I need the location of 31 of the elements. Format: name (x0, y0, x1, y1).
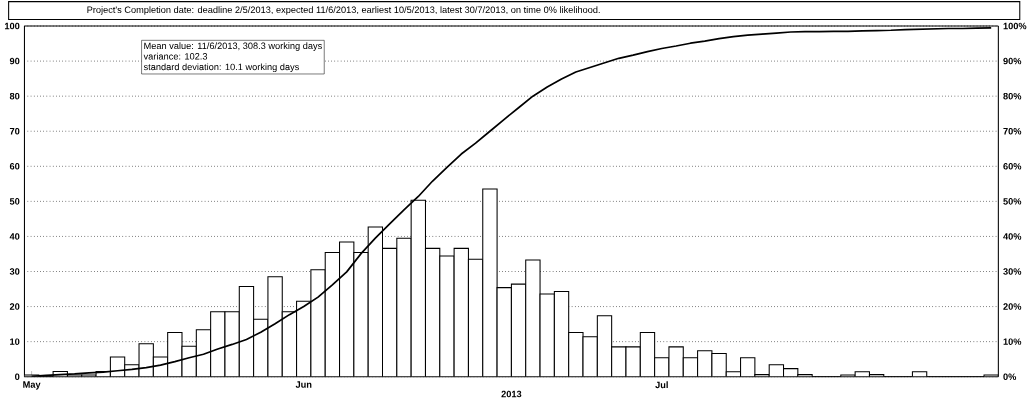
y-tick-label: 90 (9, 57, 20, 65)
y2-tick-label: 30% (1003, 268, 1022, 275)
y-tick-label: 40 (9, 233, 20, 240)
x-tick-label: May (23, 381, 41, 390)
y2-tick-label: 50% (1003, 197, 1022, 205)
y2-tick-label: 0% (1003, 373, 1017, 380)
annotation: Mean value: 11/6/2013, 308.3 working days (144, 42, 322, 51)
annotation: variance: 102.3 (143, 52, 208, 60)
y2-tick-label: 90% (1003, 57, 1022, 65)
y-tick-label: 100 (4, 22, 20, 30)
y-tick-label: 20 (9, 303, 20, 310)
chart-title: Project's Completion date: deadline 2/5/2013, expected 11/6/2013, earliest 10/5/2013, latest 30/7/2013, on time 0% likelihood. (87, 6, 600, 15)
bar (911, 371, 928, 377)
x-axis-title: 2013 (501, 390, 522, 398)
y2-tick-label: 60% (1003, 162, 1022, 170)
y-tick-label: 70 (9, 127, 20, 135)
annotation: standard deviation: 10.1 working days (143, 63, 299, 72)
x-tick-label: Jun (295, 381, 312, 388)
y-tick-label: 60 (9, 162, 20, 170)
y2-tick-label: 10% (1003, 338, 1022, 345)
x-tick-label: Jul (655, 381, 668, 388)
y-tick-label: 80 (9, 92, 20, 100)
y2-tick-label: 20% (1003, 303, 1022, 310)
y2-tick-label: 80% (1003, 92, 1022, 100)
y-tick-label: 50 (9, 197, 20, 205)
y-tick-label: 10 (10, 338, 20, 345)
y2-tick-label: 100% (1003, 22, 1027, 30)
y2-tick-label: 70% (1003, 127, 1022, 135)
y-tick-label: 30 (9, 268, 20, 275)
y-tick-label: 0 (15, 373, 20, 380)
y2-tick-label: 40% (1003, 233, 1022, 240)
